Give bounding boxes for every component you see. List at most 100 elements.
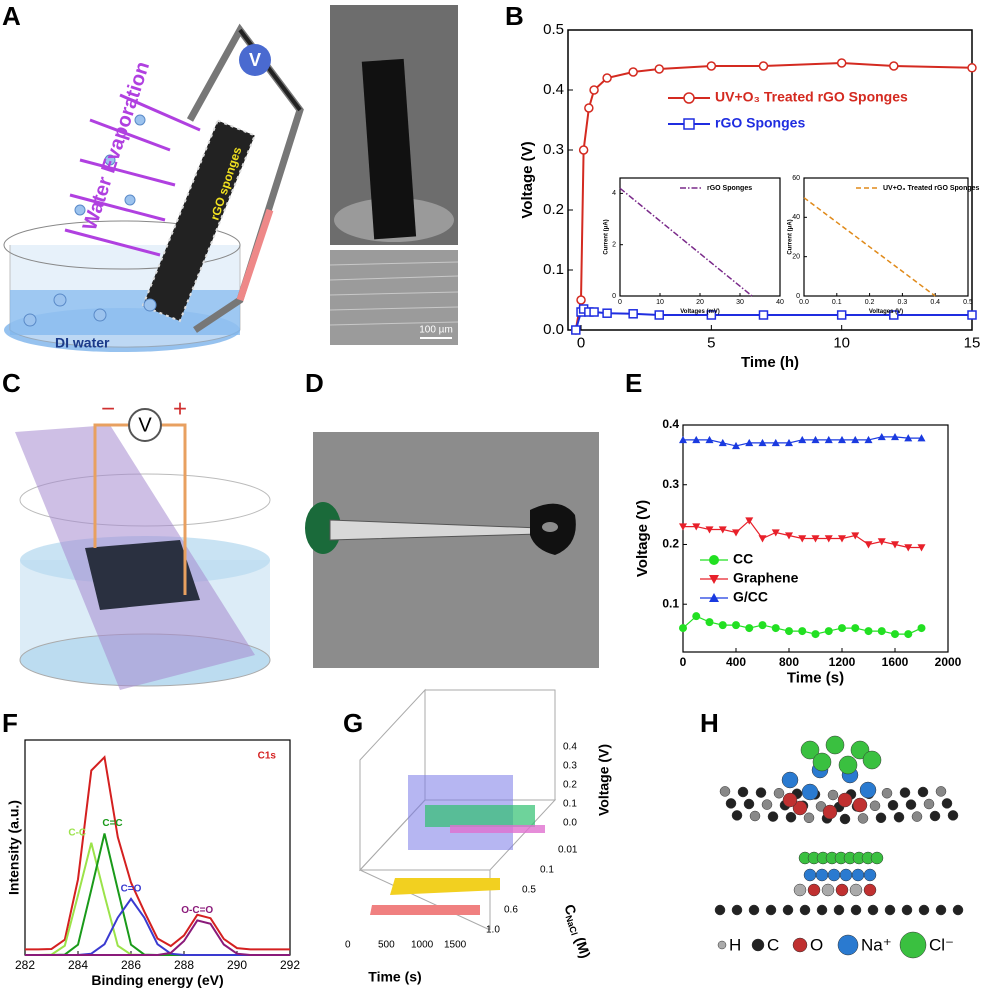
atom [815, 868, 829, 882]
x-tick-label: 0.5 [963, 299, 973, 306]
atom [803, 812, 815, 824]
atom [859, 781, 877, 799]
plot-frame [682, 424, 949, 653]
annotation: C1s [258, 751, 277, 762]
data-point [785, 627, 793, 636]
x-tick-label: 800 [779, 655, 799, 669]
atom [849, 883, 863, 897]
legend-label: Cl⁻ [929, 935, 954, 954]
data-point [838, 624, 846, 633]
data-point [706, 310, 717, 320]
y-tick-label: 0.1 [540, 865, 554, 876]
atom [923, 798, 935, 810]
atom [767, 811, 779, 822]
panel-label: H [700, 708, 719, 738]
peak-label: C-C [68, 827, 86, 838]
data-point [917, 434, 926, 442]
x-tick-label: 0.1 [832, 299, 842, 306]
atom [875, 812, 887, 824]
panel-label: A [2, 1, 21, 31]
data-point [889, 310, 899, 320]
x-tick-label: 292 [280, 958, 300, 972]
data-point [679, 523, 687, 531]
x-tick-label: 286 [121, 958, 141, 972]
y-tick-label: 0.01 [558, 845, 578, 856]
atom [839, 868, 853, 882]
data-point [692, 612, 701, 621]
data-point [917, 544, 926, 552]
y-tick-label: 0.6 [504, 905, 518, 916]
legend-marker [683, 118, 695, 130]
x-tick-label: 0.4 [930, 299, 940, 306]
atom [833, 904, 845, 916]
panel-label: B [505, 1, 524, 31]
y-tick-label: 0.4 [543, 81, 564, 98]
plot-frame [619, 177, 781, 297]
atom [725, 798, 737, 809]
atom [901, 904, 913, 916]
atom [782, 904, 794, 916]
data-point [917, 624, 926, 633]
z-tick-label: 0.4 [563, 742, 577, 753]
z-tick-label: 0.1 [563, 799, 577, 810]
plot-frame [24, 739, 291, 956]
y-tick-label: 0 [796, 293, 800, 300]
data-point [771, 624, 780, 633]
data-point [891, 541, 899, 549]
atom [941, 798, 953, 809]
atom [792, 937, 808, 953]
z-axis-label: Voltage (V) [596, 744, 612, 816]
data-point [824, 435, 833, 444]
legend-label: H [729, 935, 741, 954]
x-tick-label: 30 [736, 299, 744, 306]
atom [862, 750, 882, 770]
x-tick-label: 0.2 [865, 299, 875, 306]
atom [850, 904, 862, 916]
water-label: DI water [55, 335, 110, 351]
legend-label: rGO Sponges [707, 185, 752, 192]
atom [816, 904, 828, 916]
z-tick-label: 0.0 [563, 818, 577, 829]
data-point [864, 541, 873, 549]
legend-label: Graphene [733, 570, 799, 586]
y-tick-label: 0.2 [662, 537, 679, 551]
x-tick-label: 1600 [882, 655, 909, 669]
atom [837, 934, 859, 956]
atom [851, 868, 865, 882]
atom [765, 904, 777, 916]
data-point [745, 438, 754, 447]
panel-label: F [2, 708, 18, 738]
atom [929, 810, 941, 822]
panel-c-illustration [15, 408, 271, 690]
legend-marker [683, 92, 695, 104]
series-line [803, 197, 936, 297]
atom [935, 786, 947, 797]
atom [918, 904, 930, 916]
data-point [628, 67, 638, 77]
atom [812, 752, 832, 772]
atom [952, 904, 964, 916]
legend-label: rGO Sponges [715, 115, 805, 131]
data-point [705, 435, 714, 444]
atom [822, 804, 838, 820]
y-axis-label: Current (μA) [604, 219, 610, 254]
data-point [891, 630, 899, 639]
legend-label: C [767, 935, 779, 954]
y-tick-label: 0.5 [522, 885, 536, 896]
y-tick-label: 0.3 [543, 141, 564, 158]
data-point [877, 432, 886, 441]
atom [773, 787, 785, 799]
x-tick-label: 288 [174, 958, 194, 972]
plot-frame [567, 29, 973, 331]
y-tick-label: 1.0 [486, 925, 500, 936]
atom [748, 904, 760, 916]
y-tick-label: 0 [612, 293, 616, 300]
x-tick-label: 40 [776, 299, 784, 306]
atom [782, 792, 798, 808]
data-point [864, 435, 873, 444]
legend-marker [709, 555, 719, 565]
panel-label: E [625, 368, 642, 398]
peak-label: O-C=O [181, 905, 213, 916]
x-tick-label: 2000 [935, 655, 962, 669]
data-point [692, 523, 701, 531]
